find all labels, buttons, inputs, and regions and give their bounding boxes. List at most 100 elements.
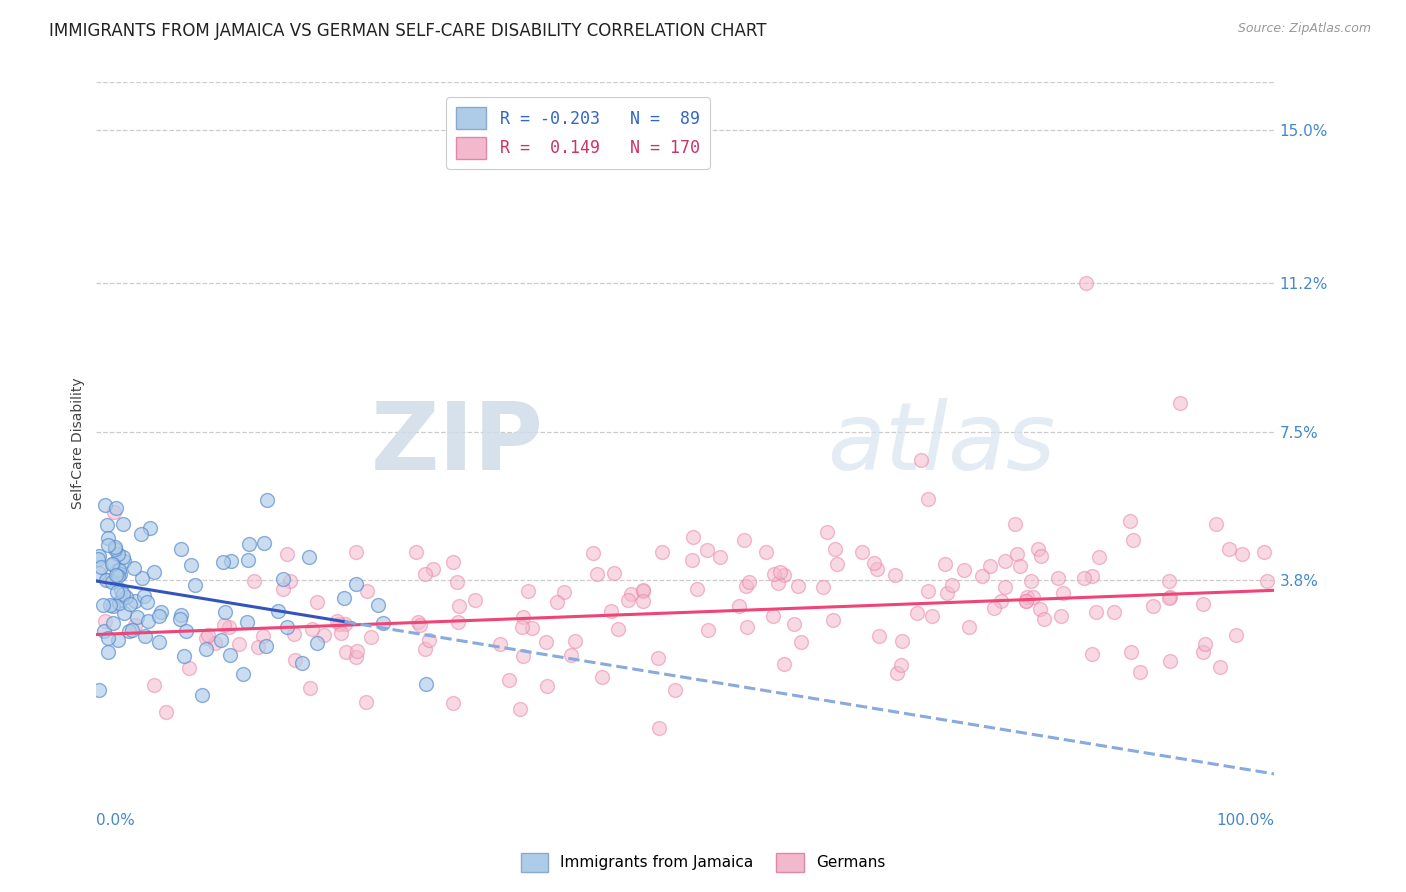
Point	[243, 574, 266, 589]
Point	[994, 554, 1017, 568]
Point	[824, 542, 846, 557]
Point	[204, 635, 226, 649]
Point	[1159, 574, 1181, 588]
Point	[617, 592, 640, 607]
Point	[783, 617, 806, 632]
Point	[441, 555, 464, 569]
Point	[685, 582, 707, 596]
Point	[344, 577, 367, 591]
Point	[728, 599, 751, 613]
Point	[101, 575, 124, 590]
Point	[821, 613, 844, 627]
Point	[131, 571, 153, 585]
Point	[851, 545, 873, 559]
Point	[1194, 637, 1216, 651]
Point	[94, 499, 117, 513]
Point	[1008, 559, 1031, 574]
Text: atlas: atlas	[827, 398, 1054, 489]
Point	[1019, 574, 1042, 588]
Point	[1159, 590, 1181, 604]
Point	[891, 634, 914, 648]
Point	[271, 582, 294, 596]
Point	[97, 574, 120, 588]
Point	[990, 593, 1012, 607]
Point	[214, 605, 236, 619]
Text: 0.0%: 0.0%	[97, 814, 135, 829]
Point	[755, 545, 778, 559]
Point	[142, 565, 165, 579]
Point	[104, 540, 127, 554]
Point	[110, 582, 132, 597]
Point	[197, 628, 219, 642]
Point	[354, 695, 377, 709]
Point	[219, 648, 242, 662]
Point	[253, 536, 276, 550]
Point	[236, 553, 259, 567]
Point	[371, 615, 394, 630]
Point	[124, 617, 146, 632]
Point	[1168, 396, 1191, 410]
Point	[1033, 611, 1056, 625]
Point	[105, 585, 128, 599]
Point	[283, 653, 305, 667]
Point	[328, 617, 350, 632]
Point	[953, 563, 976, 577]
Point	[103, 599, 125, 613]
Point	[89, 682, 111, 697]
Point	[111, 587, 134, 601]
Point	[169, 612, 191, 626]
Point	[591, 670, 613, 684]
Point	[582, 546, 605, 560]
Point	[446, 575, 468, 590]
Point	[508, 702, 530, 716]
Point	[1232, 547, 1254, 561]
Point	[87, 549, 110, 563]
Point	[734, 579, 756, 593]
Point	[301, 622, 323, 636]
Point	[112, 516, 135, 531]
Point	[936, 586, 959, 600]
Point	[735, 620, 758, 634]
Point	[512, 610, 534, 624]
Point	[149, 606, 172, 620]
Point	[815, 524, 838, 539]
Point	[155, 705, 177, 719]
Point	[763, 566, 786, 581]
Point	[682, 530, 704, 544]
Point	[1205, 516, 1227, 531]
Text: IMMIGRANTS FROM JAMAICA VS GERMAN SELF-CARE DISABILITY CORRELATION CHART: IMMIGRANTS FROM JAMAICA VS GERMAN SELF-C…	[49, 22, 766, 40]
Point	[299, 681, 322, 695]
Point	[125, 610, 148, 624]
Point	[1122, 533, 1144, 547]
Point	[957, 619, 980, 633]
Point	[278, 574, 301, 588]
Point	[107, 569, 129, 583]
Point	[1052, 586, 1074, 600]
Point	[620, 587, 643, 601]
Point	[1085, 605, 1108, 619]
Point	[1159, 654, 1181, 668]
Point	[314, 628, 336, 642]
Point	[681, 553, 703, 567]
Point	[994, 580, 1017, 594]
Point	[105, 567, 128, 582]
Point	[536, 679, 558, 693]
Point	[228, 637, 250, 651]
Point	[219, 554, 242, 568]
Point	[174, 624, 197, 638]
Point	[600, 604, 623, 618]
Point	[1102, 606, 1125, 620]
Point	[1015, 594, 1038, 608]
Point	[93, 598, 115, 612]
Point	[139, 521, 162, 535]
Point	[252, 629, 274, 643]
Point	[179, 661, 201, 675]
Point	[238, 537, 260, 551]
Point	[1015, 593, 1038, 607]
Point	[1128, 665, 1150, 679]
Point	[586, 566, 609, 581]
Point	[170, 608, 193, 623]
Point	[148, 609, 170, 624]
Legend: Immigrants from Jamaica, Germans: Immigrants from Jamaica, Germans	[513, 845, 893, 880]
Point	[97, 645, 120, 659]
